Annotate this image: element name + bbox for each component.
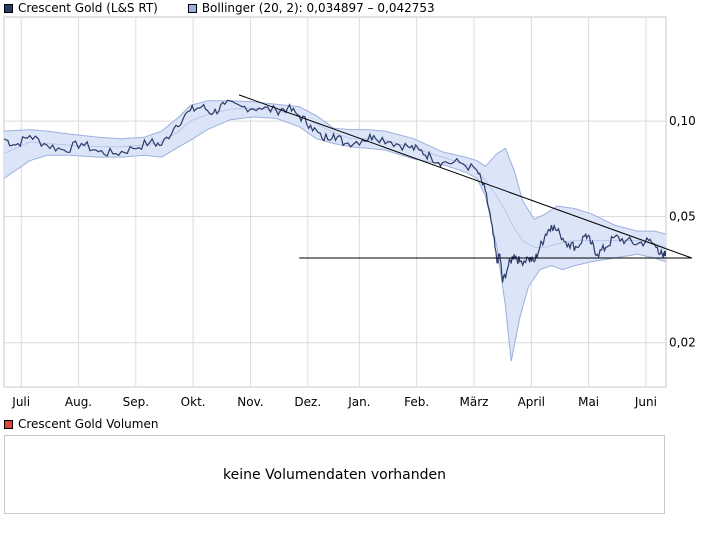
x-tick-label: Jan. xyxy=(347,395,370,409)
y-tick-label: 0,02 xyxy=(669,336,696,350)
x-tick-label: Sep. xyxy=(123,395,149,409)
bollinger-band-fill xyxy=(4,100,666,362)
x-tick-label: Nov. xyxy=(237,395,263,409)
bollinger-legend-label: Bollinger (20, 2): 0,034897 – 0,042753 xyxy=(201,1,435,15)
x-tick-label: Aug. xyxy=(65,395,92,409)
price-chart: Juli Aug. Sep. Okt. Nov. Dez. Jan. Feb. März Apri… xyxy=(3,16,696,409)
y-tick-label: 0,10 xyxy=(669,114,696,128)
chart-legend: Crescent Gold (L&S RT) Bollinger (20, 2)… xyxy=(4,1,435,15)
x-tick-label: Okt. xyxy=(181,395,206,409)
price-legend-label: Crescent Gold (L&S RT) xyxy=(18,1,158,15)
x-tick-label: März xyxy=(460,395,489,409)
x-tick-label: Mai xyxy=(578,395,599,409)
x-tick-label: Feb. xyxy=(404,395,429,409)
series-group xyxy=(4,99,666,362)
volume-empty-message: keine Volumendaten vorhanden xyxy=(223,466,446,483)
volume-legend-swatch xyxy=(4,419,13,429)
x-tick-label: Juli xyxy=(11,395,30,409)
volume-legend: Crescent Gold Volumen xyxy=(4,417,158,431)
price-legend-swatch xyxy=(4,3,13,13)
bollinger-lower-line xyxy=(4,116,666,362)
price-line xyxy=(4,99,666,283)
x-tick-label: April xyxy=(518,395,545,409)
y-tick-label: 0,05 xyxy=(669,210,696,224)
bollinger-upper-line xyxy=(4,100,666,235)
x-tick-label: Juni xyxy=(634,395,657,409)
x-tick-label: Dez. xyxy=(294,395,321,409)
volume-legend-label: Crescent Gold Volumen xyxy=(18,417,159,431)
plot-area xyxy=(3,16,667,388)
volume-panel: keine Volumendaten vorhanden xyxy=(4,435,665,514)
bollinger-legend-swatch xyxy=(187,3,197,13)
downtrend-line xyxy=(238,94,692,259)
